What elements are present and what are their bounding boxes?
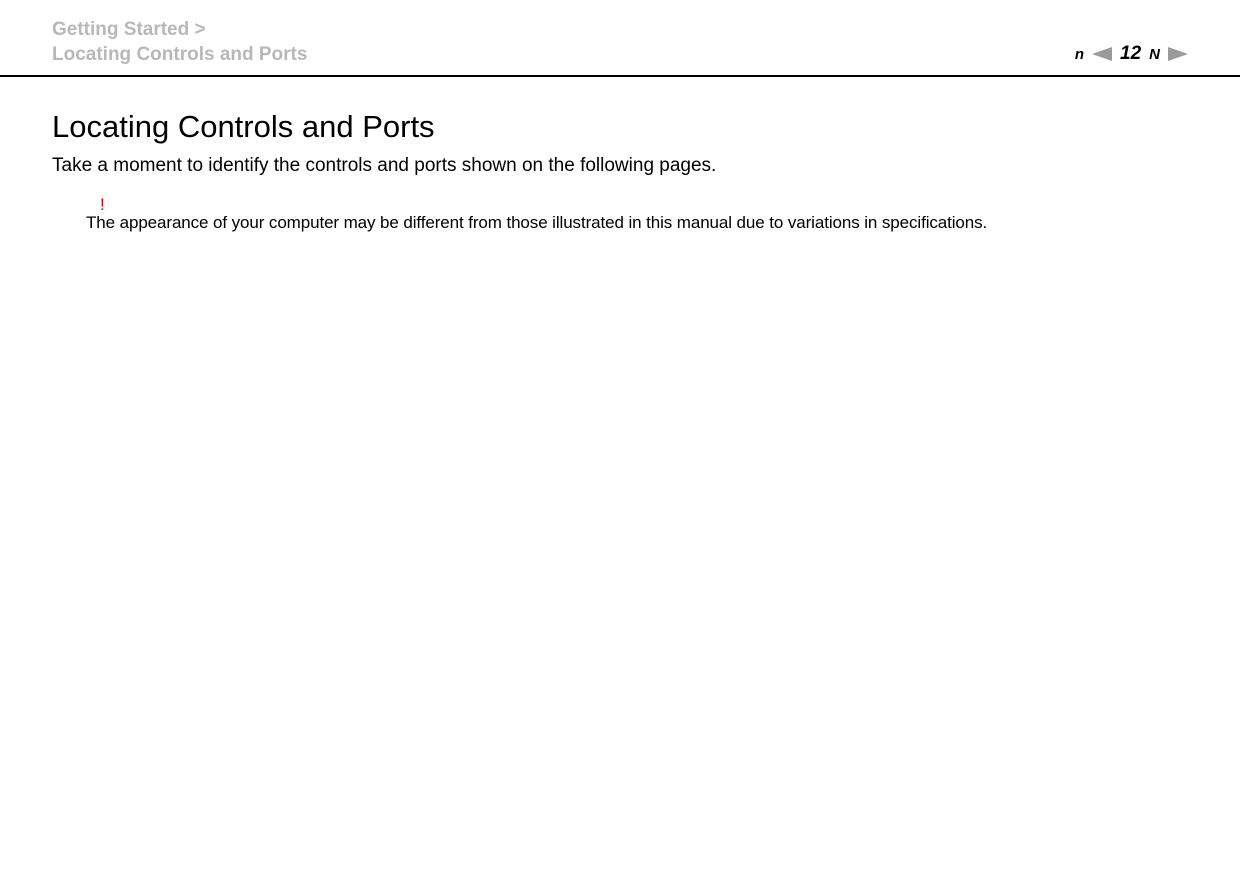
triangle-left-icon	[1092, 47, 1112, 61]
note-block: ! The appearance of your computer may be…	[52, 195, 1188, 233]
breadcrumb-current: Locating Controls and Ports	[52, 43, 307, 68]
breadcrumb: Getting Started > Locating Controls and …	[52, 18, 307, 67]
pager-n-label: n	[1075, 46, 1084, 63]
next-page-button[interactable]	[1168, 47, 1188, 61]
note-text: The appearance of your computer may be d…	[86, 213, 987, 232]
page-content: Locating Controls and Ports Take a momen…	[0, 77, 1240, 233]
previous-page-button[interactable]	[1092, 47, 1112, 61]
warning-icon: !	[100, 195, 1188, 215]
page-header: Getting Started > Locating Controls and …	[0, 0, 1240, 77]
page-title: Locating Controls and Ports	[52, 109, 1188, 145]
pager-N-label: N	[1149, 46, 1160, 63]
page-number: 12	[1120, 43, 1141, 65]
intro-text: Take a moment to identify the controls a…	[52, 155, 1188, 177]
breadcrumb-parent[interactable]: Getting Started >	[52, 18, 307, 43]
triangle-right-icon	[1168, 47, 1188, 61]
pager: n 12 N	[1075, 43, 1188, 67]
